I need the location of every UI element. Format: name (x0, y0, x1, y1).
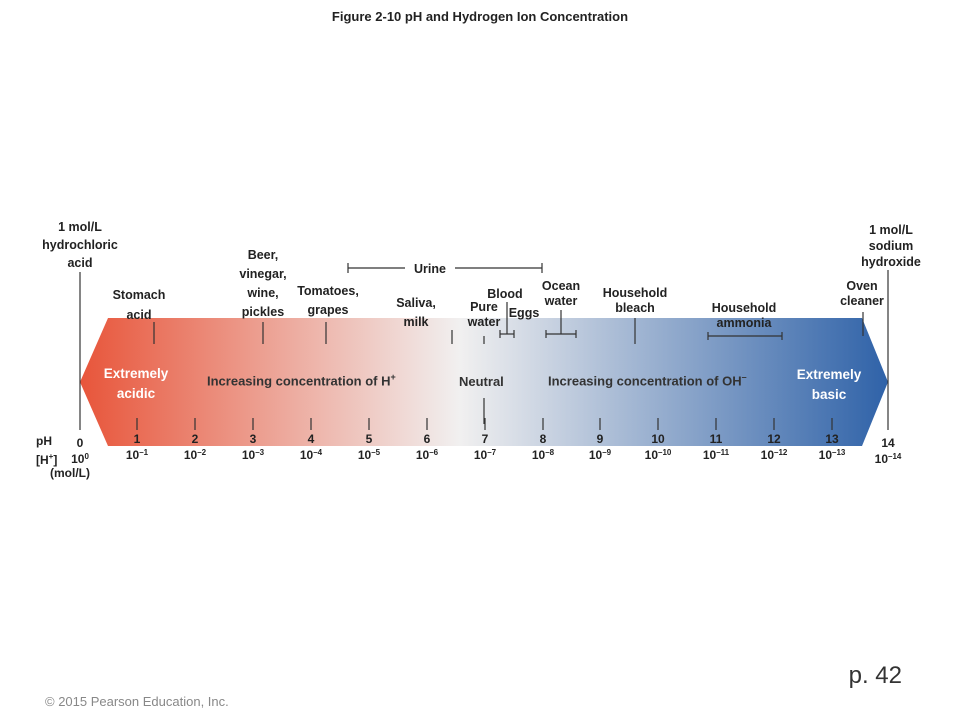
label-ocean-water: Ocean water (541, 279, 581, 308)
copyright-notice: © 2015 Pearson Education, Inc. (45, 694, 229, 709)
label-beer-vinegar: Beer, vinegar, wine, pickles (239, 248, 287, 319)
tick-1: 1 10–1 (125, 432, 149, 462)
ph-arrow (80, 318, 888, 446)
label-blood: Blood (487, 287, 523, 301)
label-hydrochloric-acid: 1 mol/L hydrochloric acid (42, 220, 118, 270)
tick-3: 3 10–3 (241, 432, 265, 462)
label-sodium-hydroxide: 1 mol/L sodium hydroxide (861, 223, 921, 269)
axis-h-label: [H+] (36, 452, 58, 467)
label-stomach-acid: Stomach acid (112, 288, 166, 322)
label-eggs: Eggs (508, 306, 540, 320)
axis-ph-label: pH (36, 434, 52, 448)
neutral-label: Neutral (459, 374, 504, 389)
label-saliva-milk: Saliva, milk (396, 296, 436, 329)
label-pure-water: Pure water (467, 300, 501, 329)
figure-title: Figure 2-10 pH and Hydrogen Ion Concentr… (331, 9, 629, 24)
extremely-acidic-label: Extremely acidic (103, 366, 169, 401)
tick-9: 9 10–9 (588, 432, 612, 462)
tick-8: 8 10–8 (531, 432, 555, 462)
tick-10: 10 10–10 (644, 432, 672, 462)
tick-11: 11 10–11 (702, 432, 730, 462)
tick-6: 6 10–6 (415, 432, 439, 462)
tick-4: 4 10–4 (299, 432, 323, 462)
tick-lines (79, 382, 889, 430)
increasing-h-label: Increasing concentration of H+ (207, 372, 396, 389)
tick-2: 2 10–2 (183, 432, 207, 462)
tick-12: 12 10–12 (760, 432, 788, 462)
label-tomatoes-grapes: Tomatoes, grapes (297, 284, 359, 317)
tick-7: 7 10–7 (473, 432, 497, 462)
tick-13: 13 10–13 (818, 432, 846, 462)
label-household-ammonia: Household ammonia (711, 301, 777, 330)
label-oven-cleaner: Oven cleaner (840, 279, 884, 308)
label-urine: Urine (405, 260, 455, 278)
tick-14: 14 10–14 (874, 436, 902, 466)
axis-unit-label: (mol/L) (50, 466, 90, 480)
page-number: p. 42 (848, 662, 902, 689)
label-household-bleach: Household bleach (602, 286, 668, 315)
increasing-oh-label: Increasing concentration of OH– (548, 372, 747, 389)
tick-0: 0 100 (71, 436, 89, 466)
tick-5: 5 10–5 (357, 432, 381, 462)
extremely-basic-label: Extremely basic (796, 367, 862, 402)
